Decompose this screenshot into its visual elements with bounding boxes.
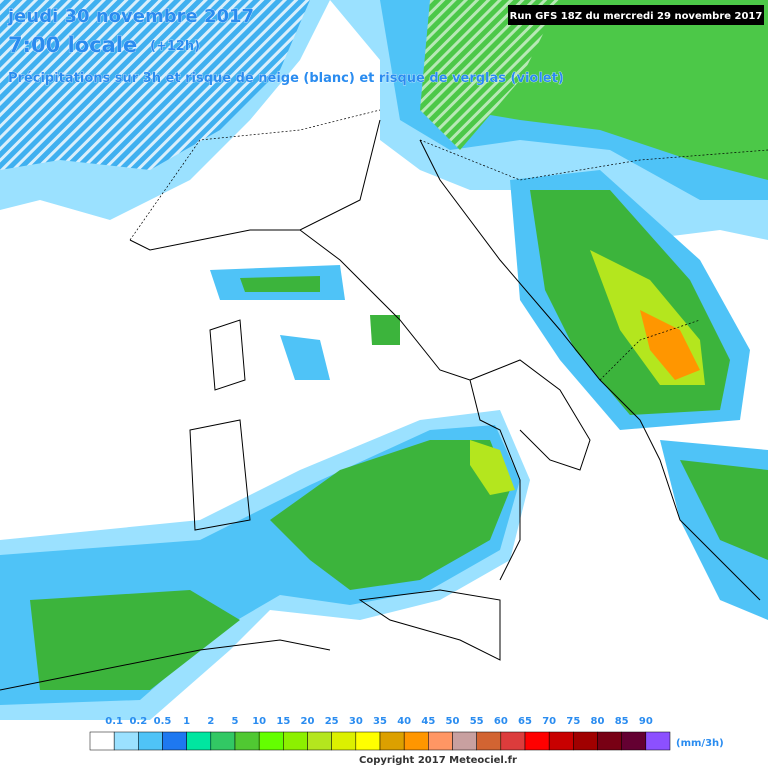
legend-label: 75 [566,716,580,727]
legend-label: 25 [325,716,339,727]
legend-label: 15 [276,716,290,727]
subtitle: Précipitations sur 3h et risque de neige… [8,71,564,86]
coastlines [0,109,768,691]
legend-swatch [500,731,526,751]
legend-swatch [355,731,381,751]
legend-label: 85 [615,716,629,727]
legend-swatch [452,731,477,751]
legend-label: 50 [446,716,460,727]
legend-label: 0.5 [154,716,172,727]
legend-swatch [234,731,260,751]
legend-label: 90 [639,716,653,727]
legend-swatch [597,731,622,751]
legend-label: 10 [252,716,266,727]
legend-label: 0.1 [105,716,123,727]
precip-fields [0,0,768,720]
legend-label: 40 [397,716,411,727]
legend-swatch [162,731,187,751]
offset: (+12h) [150,39,200,54]
legend-label: 2 [207,716,214,727]
legend-label: 80 [591,716,605,727]
run-box [508,5,764,25]
time: 7:00 locale [8,33,137,57]
legend-swatch [476,731,502,751]
legend-label: 1 [183,716,190,727]
legend-label: 70 [542,716,556,727]
legend-swatch [621,731,647,751]
copyright: Copyright 2017 Meteociel.fr [359,755,517,766]
legend-swatch [113,731,139,751]
legend-swatch [428,731,453,751]
legend-label: 5 [232,716,239,727]
date: jeudi 30 novembre 2017 [7,6,254,27]
legend-swatch [307,731,332,751]
legend-swatch [403,731,429,751]
legend-label: 65 [518,716,532,727]
legend-swatch [379,731,405,751]
legend-unit: (mm/3h) [676,738,724,749]
legend-swatch [138,731,163,751]
legend-swatch [524,731,550,751]
legend-label: 55 [470,716,484,727]
legend-label: 20 [301,716,315,727]
legend-label: 45 [421,716,435,727]
legend-swatch [210,731,236,751]
legend-swatch [645,731,671,751]
legend-swatch [331,731,357,751]
run: Run GFS 18Z du mercredi 29 novembre 2017 [510,11,763,22]
legend-swatch [283,731,308,751]
legend-swatch [89,731,115,751]
legend-label: 60 [494,716,508,727]
legend-swatch [186,731,212,751]
legend-swatch [548,731,574,751]
legend-swatch [573,731,598,751]
legend: 0.1 0.2 0.5 1 2 5 10 15 20 25 30 35 40 45 50 55 60 65 70 75… [89,716,671,751]
legend-label: 30 [349,716,363,727]
legend-label: 35 [373,716,387,727]
legend-swatch [258,731,284,751]
legend-label: 0.2 [129,716,147,727]
